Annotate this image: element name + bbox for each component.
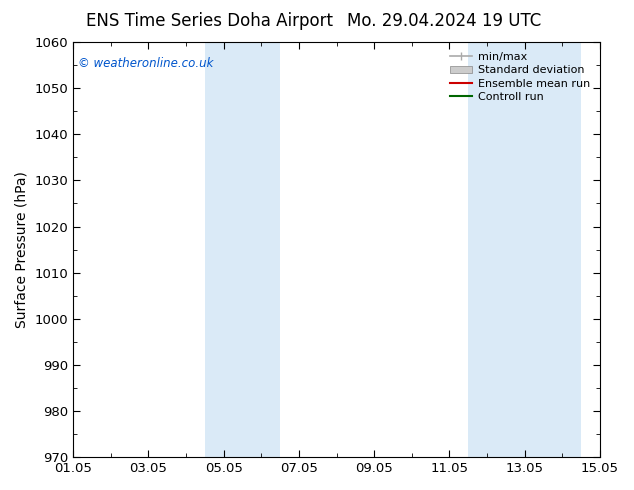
Legend: min/max, Standard deviation, Ensemble mean run, Controll run: min/max, Standard deviation, Ensemble me… <box>446 48 595 106</box>
Bar <box>469 42 581 457</box>
Text: ENS Time Series Doha Airport: ENS Time Series Doha Airport <box>86 12 333 30</box>
Bar <box>205 42 280 457</box>
Text: Mo. 29.04.2024 19 UTC: Mo. 29.04.2024 19 UTC <box>347 12 541 30</box>
Y-axis label: Surface Pressure (hPa): Surface Pressure (hPa) <box>15 171 29 328</box>
Text: © weatheronline.co.uk: © weatheronline.co.uk <box>79 56 214 70</box>
